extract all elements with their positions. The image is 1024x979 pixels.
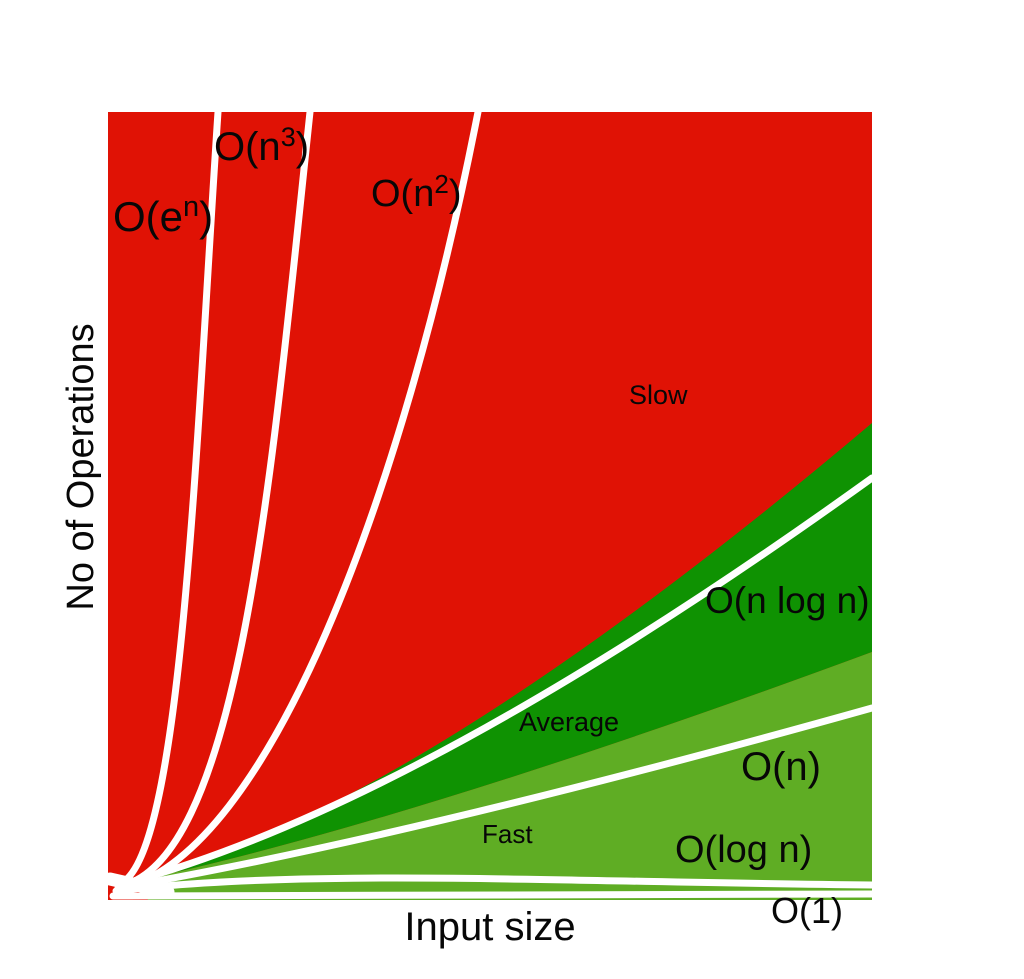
label-curve-cubic: O(n3) [214, 122, 309, 169]
curves-origin-convergence [103, 872, 175, 899]
curve-linearithmic [119, 474, 876, 888]
curve-cubic [117, 108, 314, 890]
label-curve-linear: O(n) [741, 745, 821, 789]
label-curve-linearithmic: O(n log n) [705, 580, 870, 621]
curve-quadratic [119, 108, 482, 892]
curve-linear [114, 704, 876, 892]
curve-exponential [115, 108, 222, 888]
label-curve-exponential: O(en) [113, 191, 213, 240]
label-curve-constant: O(1) [771, 890, 843, 931]
label-region-average: Average [519, 707, 619, 737]
label-curve-quadratic: O(n2) [371, 169, 461, 215]
region-average [137, 423, 872, 881]
curve-constant [109, 890, 876, 900]
label-region-fast: Fast [482, 819, 533, 849]
region-fast [137, 652, 872, 900]
y-axis-label: No of Operations [60, 323, 102, 610]
curve-group [103, 108, 876, 900]
curve-logarithmic [112, 874, 876, 895]
label-region-slow: Slow [629, 380, 688, 410]
x-axis-label: Input size [404, 905, 575, 949]
label-curve-logarithmic: O(log n) [675, 829, 812, 871]
